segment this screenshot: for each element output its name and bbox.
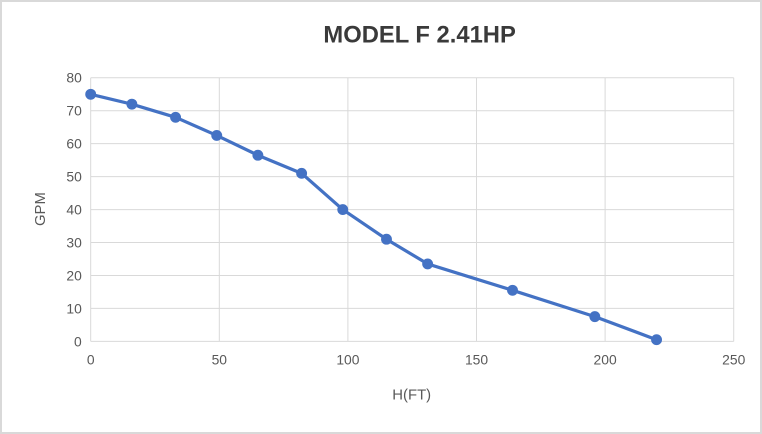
y-tick-label: 40 — [66, 202, 82, 218]
data-point — [211, 129, 223, 141]
x-axis-tick-labels: 0 50 100 150 200 250 — [87, 352, 746, 368]
data-point — [381, 233, 392, 245]
data-point — [170, 111, 182, 123]
x-tick-label: 150 — [465, 352, 488, 368]
y-axis-label: GPM — [33, 192, 49, 226]
x-tick-label: 100 — [336, 352, 359, 368]
y-tick-label: 70 — [66, 103, 82, 119]
data-point — [507, 284, 518, 296]
data-point — [589, 311, 601, 323]
data-point — [252, 149, 264, 161]
x-axis-label: H(FT) — [392, 387, 431, 403]
y-tick-label: 50 — [66, 169, 82, 185]
data-point — [296, 167, 308, 179]
data-point — [651, 334, 663, 346]
x-tick-label: 250 — [722, 352, 745, 368]
y-tick-label: 60 — [66, 136, 82, 152]
x-tick-label: 0 — [87, 352, 95, 368]
data-point — [126, 98, 138, 110]
y-tick-label: 30 — [66, 234, 82, 250]
gridlines — [90, 77, 735, 342]
data-line — [89, 92, 659, 342]
data-point — [85, 88, 97, 100]
y-axis-tick-labels: 0 10 20 30 40 50 60 70 80 — [66, 70, 82, 350]
y-tick-label: 80 — [66, 70, 82, 86]
x-tick-label: 50 — [212, 352, 228, 368]
data-point-markers — [85, 88, 663, 346]
x-tick-label: 200 — [594, 352, 617, 368]
data-point — [337, 204, 349, 216]
data-point — [422, 258, 434, 270]
y-tick-label: 0 — [74, 333, 82, 349]
chart-title: MODEL F 2.41HP — [323, 22, 516, 49]
y-tick-label: 10 — [66, 300, 82, 316]
y-tick-label: 20 — [66, 267, 82, 283]
